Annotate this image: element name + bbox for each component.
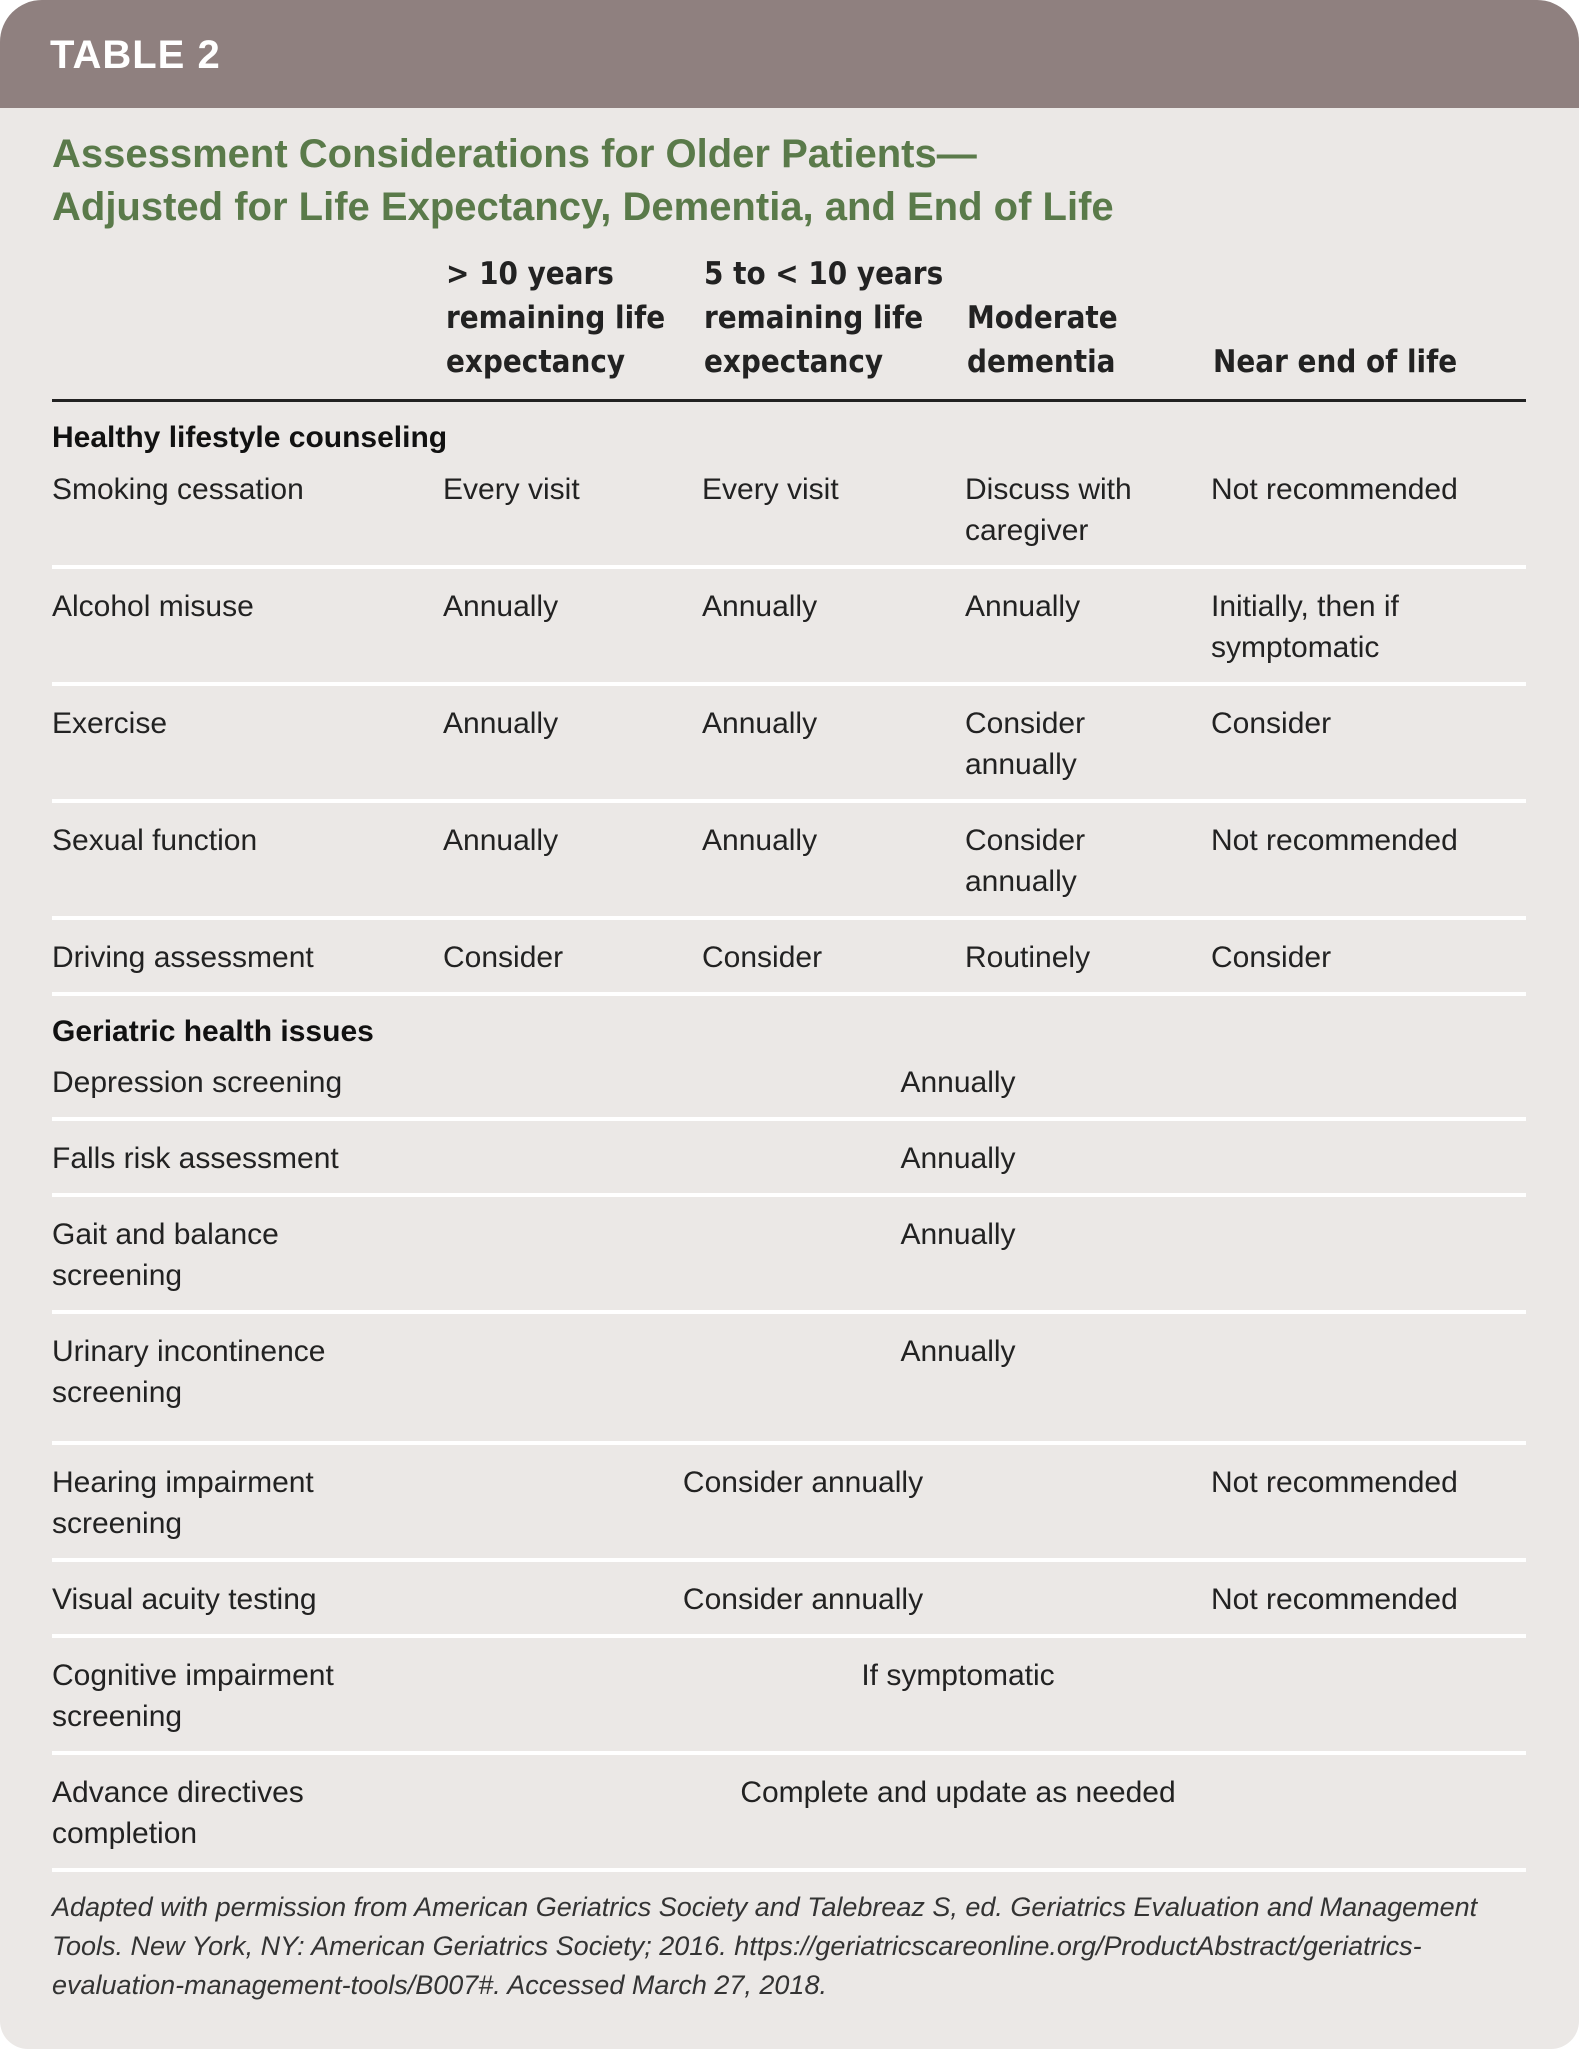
row-divider bbox=[52, 916, 1526, 920]
spanning-cell: Annually bbox=[900, 1066, 1016, 1099]
spanning-cell: Annually bbox=[900, 1335, 1016, 1368]
spanning-cell: If symptomatic bbox=[861, 1659, 1055, 1692]
row-label: Exercise bbox=[52, 707, 168, 740]
spanning-cell: Consider annually bbox=[682, 1583, 924, 1616]
table-title-line-2: Adjusted for Life Expectancy, Dementia, … bbox=[52, 185, 1114, 229]
table-cell: Annually bbox=[702, 707, 818, 740]
table-cell: Annually bbox=[965, 590, 1081, 623]
table-cell: Annually bbox=[702, 590, 818, 623]
row-divider bbox=[52, 682, 1526, 686]
column-header-line: > 10 years bbox=[446, 256, 614, 292]
row-divider bbox=[52, 1310, 1526, 1314]
row-divider bbox=[52, 1558, 1526, 1562]
column-header-line: expectancy bbox=[446, 344, 626, 380]
table-cell: Consider bbox=[1211, 941, 1332, 974]
table-cell: Annually bbox=[443, 590, 559, 623]
header-rule bbox=[52, 399, 1526, 402]
column-header-line: expectancy bbox=[704, 344, 884, 380]
section-heading-lifestyle: Healthy lifestyle counseling bbox=[52, 421, 448, 454]
row-divider bbox=[52, 1868, 1526, 1872]
row-label: Smoking cessation bbox=[52, 473, 304, 506]
column-header-line: dementia bbox=[967, 344, 1116, 380]
table-cell: Routinely bbox=[965, 941, 1091, 974]
table-cell: Every visit bbox=[702, 473, 839, 506]
row-divider bbox=[52, 565, 1526, 569]
table-cell: Not recommended bbox=[1211, 1583, 1458, 1616]
row-label: Driving assessment bbox=[52, 941, 314, 974]
spanning-cell: Complete and update as needed bbox=[740, 1776, 1176, 1809]
row-divider bbox=[52, 1634, 1526, 1638]
table-header-bar: TABLE 2 bbox=[0, 0, 1579, 108]
spanning-cell: Consider annually bbox=[682, 1466, 924, 1499]
table-cell: Consider bbox=[702, 941, 823, 974]
table-title-line-1: Assessment Considerations for Older Pati… bbox=[52, 132, 977, 176]
table-label: TABLE 2 bbox=[50, 33, 221, 77]
row-label: Falls risk assessment bbox=[52, 1142, 339, 1175]
row-divider bbox=[52, 1117, 1526, 1121]
table-cell: Every visit bbox=[443, 473, 580, 506]
row-label: Advance directives completion bbox=[52, 1776, 304, 1850]
row-divider bbox=[52, 1193, 1526, 1197]
table-cell: Consider bbox=[443, 941, 564, 974]
table-title: Assessment Considerations for Older Pati… bbox=[52, 128, 1502, 234]
column-header-near-end-of-life: Near end of life bbox=[1213, 340, 1523, 384]
row-label: Gait and balance screening bbox=[52, 1218, 279, 1292]
row-divider bbox=[52, 1751, 1526, 1755]
row-label: Visual acuity testing bbox=[52, 1583, 317, 1616]
column-header-line: Moderate bbox=[967, 300, 1118, 336]
row-label: Cognitive impairment screening bbox=[52, 1659, 334, 1733]
row-label: Urinary incontinence screening bbox=[52, 1335, 326, 1409]
table-cell: Discuss with caregiver bbox=[965, 473, 1132, 547]
row-label: Sexual function bbox=[52, 824, 258, 857]
table-cell: Annually bbox=[443, 824, 559, 857]
row-label: Alcohol misuse bbox=[52, 590, 254, 623]
spanning-cell: Annually bbox=[900, 1218, 1016, 1251]
row-divider bbox=[52, 992, 1526, 996]
source-footnote: Adapted with permission from American Ge… bbox=[52, 1892, 1478, 2000]
row-divider bbox=[52, 799, 1526, 803]
column-header-line: 5 to < 10 years bbox=[704, 256, 944, 292]
table-cell: Annually bbox=[702, 824, 818, 857]
column-header-moderate-dementia: Moderate dementia bbox=[967, 296, 1197, 384]
column-header-line: remaining life bbox=[446, 300, 666, 336]
column-header-line: remaining life bbox=[704, 300, 924, 336]
table-cell: Initially, then if symptomatic bbox=[1211, 590, 1399, 664]
table-cell: Not recommended bbox=[1211, 473, 1458, 506]
row-label: Hearing impairment screening bbox=[52, 1466, 314, 1540]
spanning-cell: Annually bbox=[900, 1142, 1016, 1175]
column-header-10-plus-years: > 10 years remaining life expectancy bbox=[446, 252, 696, 384]
row-label: Depression screening bbox=[52, 1066, 343, 1099]
table-cell: Consider bbox=[1211, 707, 1332, 740]
table-cell: Not recommended bbox=[1211, 1466, 1458, 1499]
section-heading-geriatric: Geriatric health issues bbox=[52, 1015, 374, 1048]
row-divider bbox=[52, 1441, 1526, 1445]
table-cell: Annually bbox=[443, 707, 559, 740]
table-cell: Not recommended bbox=[1211, 824, 1458, 857]
table-cell: Consider annually bbox=[965, 707, 1086, 781]
table-cell: Consider annually bbox=[965, 824, 1086, 898]
column-header-line: Near end of life bbox=[1213, 344, 1458, 380]
column-header-5-to-10-years: 5 to < 10 years remaining life expectanc… bbox=[704, 252, 954, 384]
